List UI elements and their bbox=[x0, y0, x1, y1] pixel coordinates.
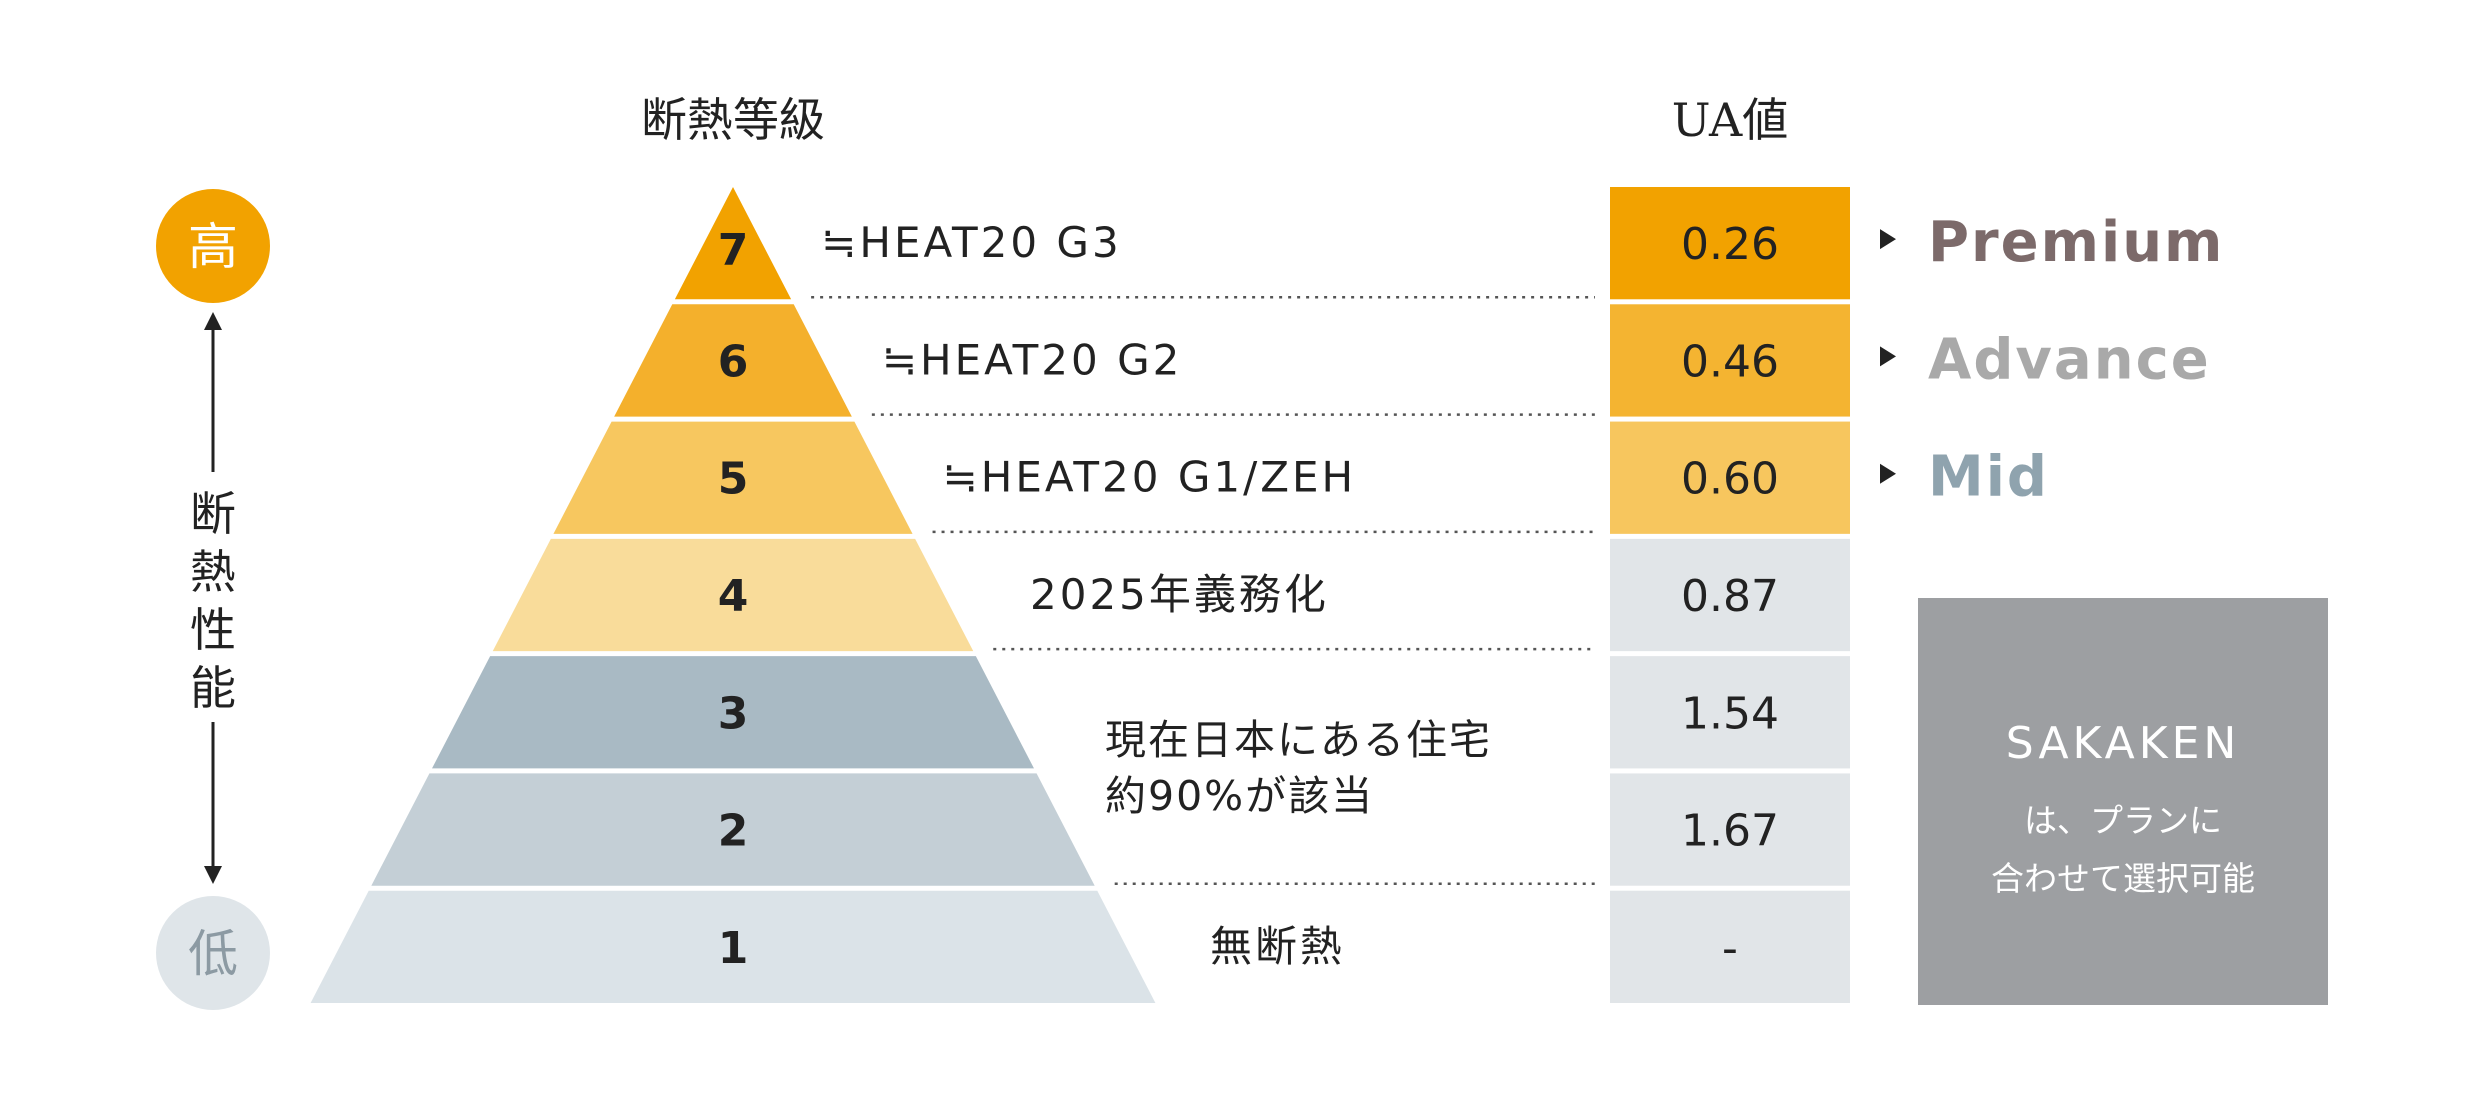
ua-value: 0.87 bbox=[1681, 571, 1779, 622]
ua-box bbox=[1610, 187, 1850, 300]
tier-arrow-icon bbox=[1880, 463, 1896, 484]
group-note-line1: 現在日本にある住宅 bbox=[1105, 716, 1492, 764]
ua-box bbox=[1610, 890, 1850, 1003]
ua-value: 1.67 bbox=[1681, 806, 1779, 857]
sakaken-line2: 合わせて選択可能 bbox=[1991, 859, 2255, 898]
tier-label-mid: Mid bbox=[1928, 445, 2049, 510]
pyramid: 7 6 5 4 3 2 1 bbox=[310, 187, 1156, 1003]
grade-note: 2025年義務化 bbox=[1030, 570, 1329, 619]
ua-value: 0.46 bbox=[1681, 336, 1779, 387]
pyramid-layer-6 bbox=[614, 304, 852, 417]
ua-box bbox=[1610, 304, 1850, 417]
group-note: 現在日本にある住宅 約90%が該当 bbox=[1105, 716, 1492, 820]
axis-label-char: 能 bbox=[190, 661, 236, 715]
ua-box bbox=[1610, 773, 1850, 886]
grade-number: 2 bbox=[718, 806, 749, 857]
ua-value: - bbox=[1722, 923, 1738, 974]
ua-box bbox=[1610, 421, 1850, 534]
dotted-separators bbox=[811, 296, 1595, 885]
sakaken-title: SAKAKEN bbox=[2006, 718, 2241, 769]
low-badge bbox=[156, 896, 270, 1010]
axis-arrow-up-icon bbox=[204, 312, 222, 330]
grade-note: 無断熱 bbox=[1210, 922, 1345, 971]
high-label: 高 bbox=[188, 218, 238, 276]
ua-column: 0.26 0.46 0.60 0.87 1.54 1.67 - bbox=[1610, 187, 1850, 1003]
tier-label-premium: Premium bbox=[1928, 210, 2224, 275]
tier-arrow-icon bbox=[1880, 229, 1896, 250]
grade-number: 7 bbox=[718, 225, 749, 276]
ua-value: 1.54 bbox=[1681, 688, 1779, 739]
pyramid-layer-5 bbox=[553, 421, 913, 534]
high-badge bbox=[156, 189, 270, 303]
grade-number: 3 bbox=[718, 688, 749, 739]
tier-arrow-icon bbox=[1880, 346, 1896, 367]
grade-number: 4 bbox=[718, 571, 749, 622]
pyramid-layer-7 bbox=[674, 187, 792, 300]
grade-number: 5 bbox=[718, 454, 749, 505]
grade-note: ≒HEAT20 G2 bbox=[882, 335, 1183, 384]
grade-number: 1 bbox=[718, 923, 749, 974]
ua-header: UA値 bbox=[1672, 93, 1789, 147]
sakaken-box: SAKAKEN は、プランに 合わせて選択可能 bbox=[1918, 598, 2328, 1005]
pyramid-layer-1 bbox=[310, 890, 1156, 1003]
ua-box bbox=[1610, 656, 1850, 769]
ua-box bbox=[1610, 538, 1850, 652]
grade-notes: ≒HEAT20 G3 ≒HEAT20 G2 ≒HEAT20 G1/ZEH 2025年義… bbox=[821, 218, 1357, 971]
axis-label-char: 断 bbox=[190, 487, 236, 541]
ua-value: 0.26 bbox=[1681, 219, 1779, 270]
sakaken-background bbox=[1918, 598, 2328, 1005]
ua-value: 0.60 bbox=[1681, 454, 1779, 505]
grade-note: ≒HEAT20 G3 bbox=[821, 218, 1122, 267]
axis-label-char: 熱 bbox=[190, 545, 236, 599]
low-label: 低 bbox=[188, 925, 238, 983]
grade-header: 断熱等級 bbox=[641, 93, 825, 147]
pyramid-layer-4 bbox=[492, 538, 974, 652]
axis-arrow-down-icon bbox=[204, 866, 222, 884]
axis-label-char: 性 bbox=[190, 603, 236, 657]
tier-label-advance: Advance bbox=[1928, 327, 2211, 392]
pyramid-layer-2 bbox=[371, 773, 1095, 886]
group-note-line2: 約90%が該当 bbox=[1105, 772, 1374, 820]
pyramid-layer-3 bbox=[432, 656, 1034, 769]
grade-note: ≒HEAT20 G1/ZEH bbox=[943, 453, 1357, 502]
tier-labels: Premium Advance Mid bbox=[1880, 210, 2224, 510]
grade-number: 6 bbox=[718, 336, 749, 387]
sakaken-line1: は、プランに bbox=[2024, 801, 2222, 840]
